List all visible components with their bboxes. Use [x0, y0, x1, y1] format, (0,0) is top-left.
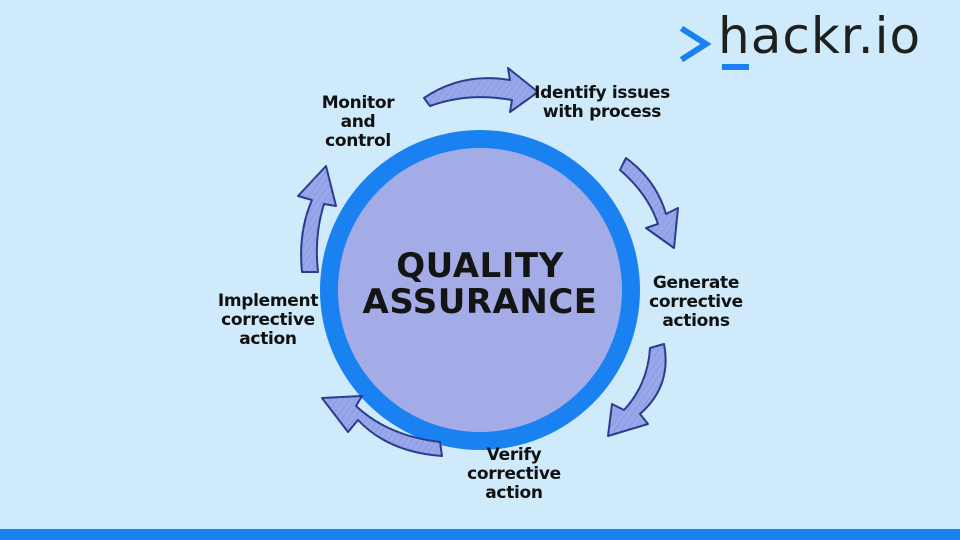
arrow-monitor-to-identify [423, 67, 539, 113]
cycle-arrows [297, 67, 679, 457]
arrow-implement-to-monitor [297, 165, 337, 273]
inner-circle [338, 148, 622, 432]
arrow-identify-to-generate [619, 157, 679, 249]
center-title: QUALITY ASSURANCE [362, 246, 598, 322]
logo-underline [722, 64, 749, 70]
arrow-verify-to-implement [321, 395, 443, 457]
step-generate-label: Generate corrective actions [649, 273, 743, 331]
step-identify-label: Identify issues with process [534, 83, 670, 122]
chevron-right-icon [679, 25, 712, 62]
step-verify-label: Verify corrective action [467, 445, 561, 503]
step-monitor-label: Monitor and control [321, 93, 395, 151]
step-implement-label: Implement corrective action [217, 291, 319, 349]
bottom-accent-bar [0, 529, 960, 540]
logo-text: hackr.io [718, 7, 922, 65]
arrow-generate-to-verify [607, 343, 667, 437]
